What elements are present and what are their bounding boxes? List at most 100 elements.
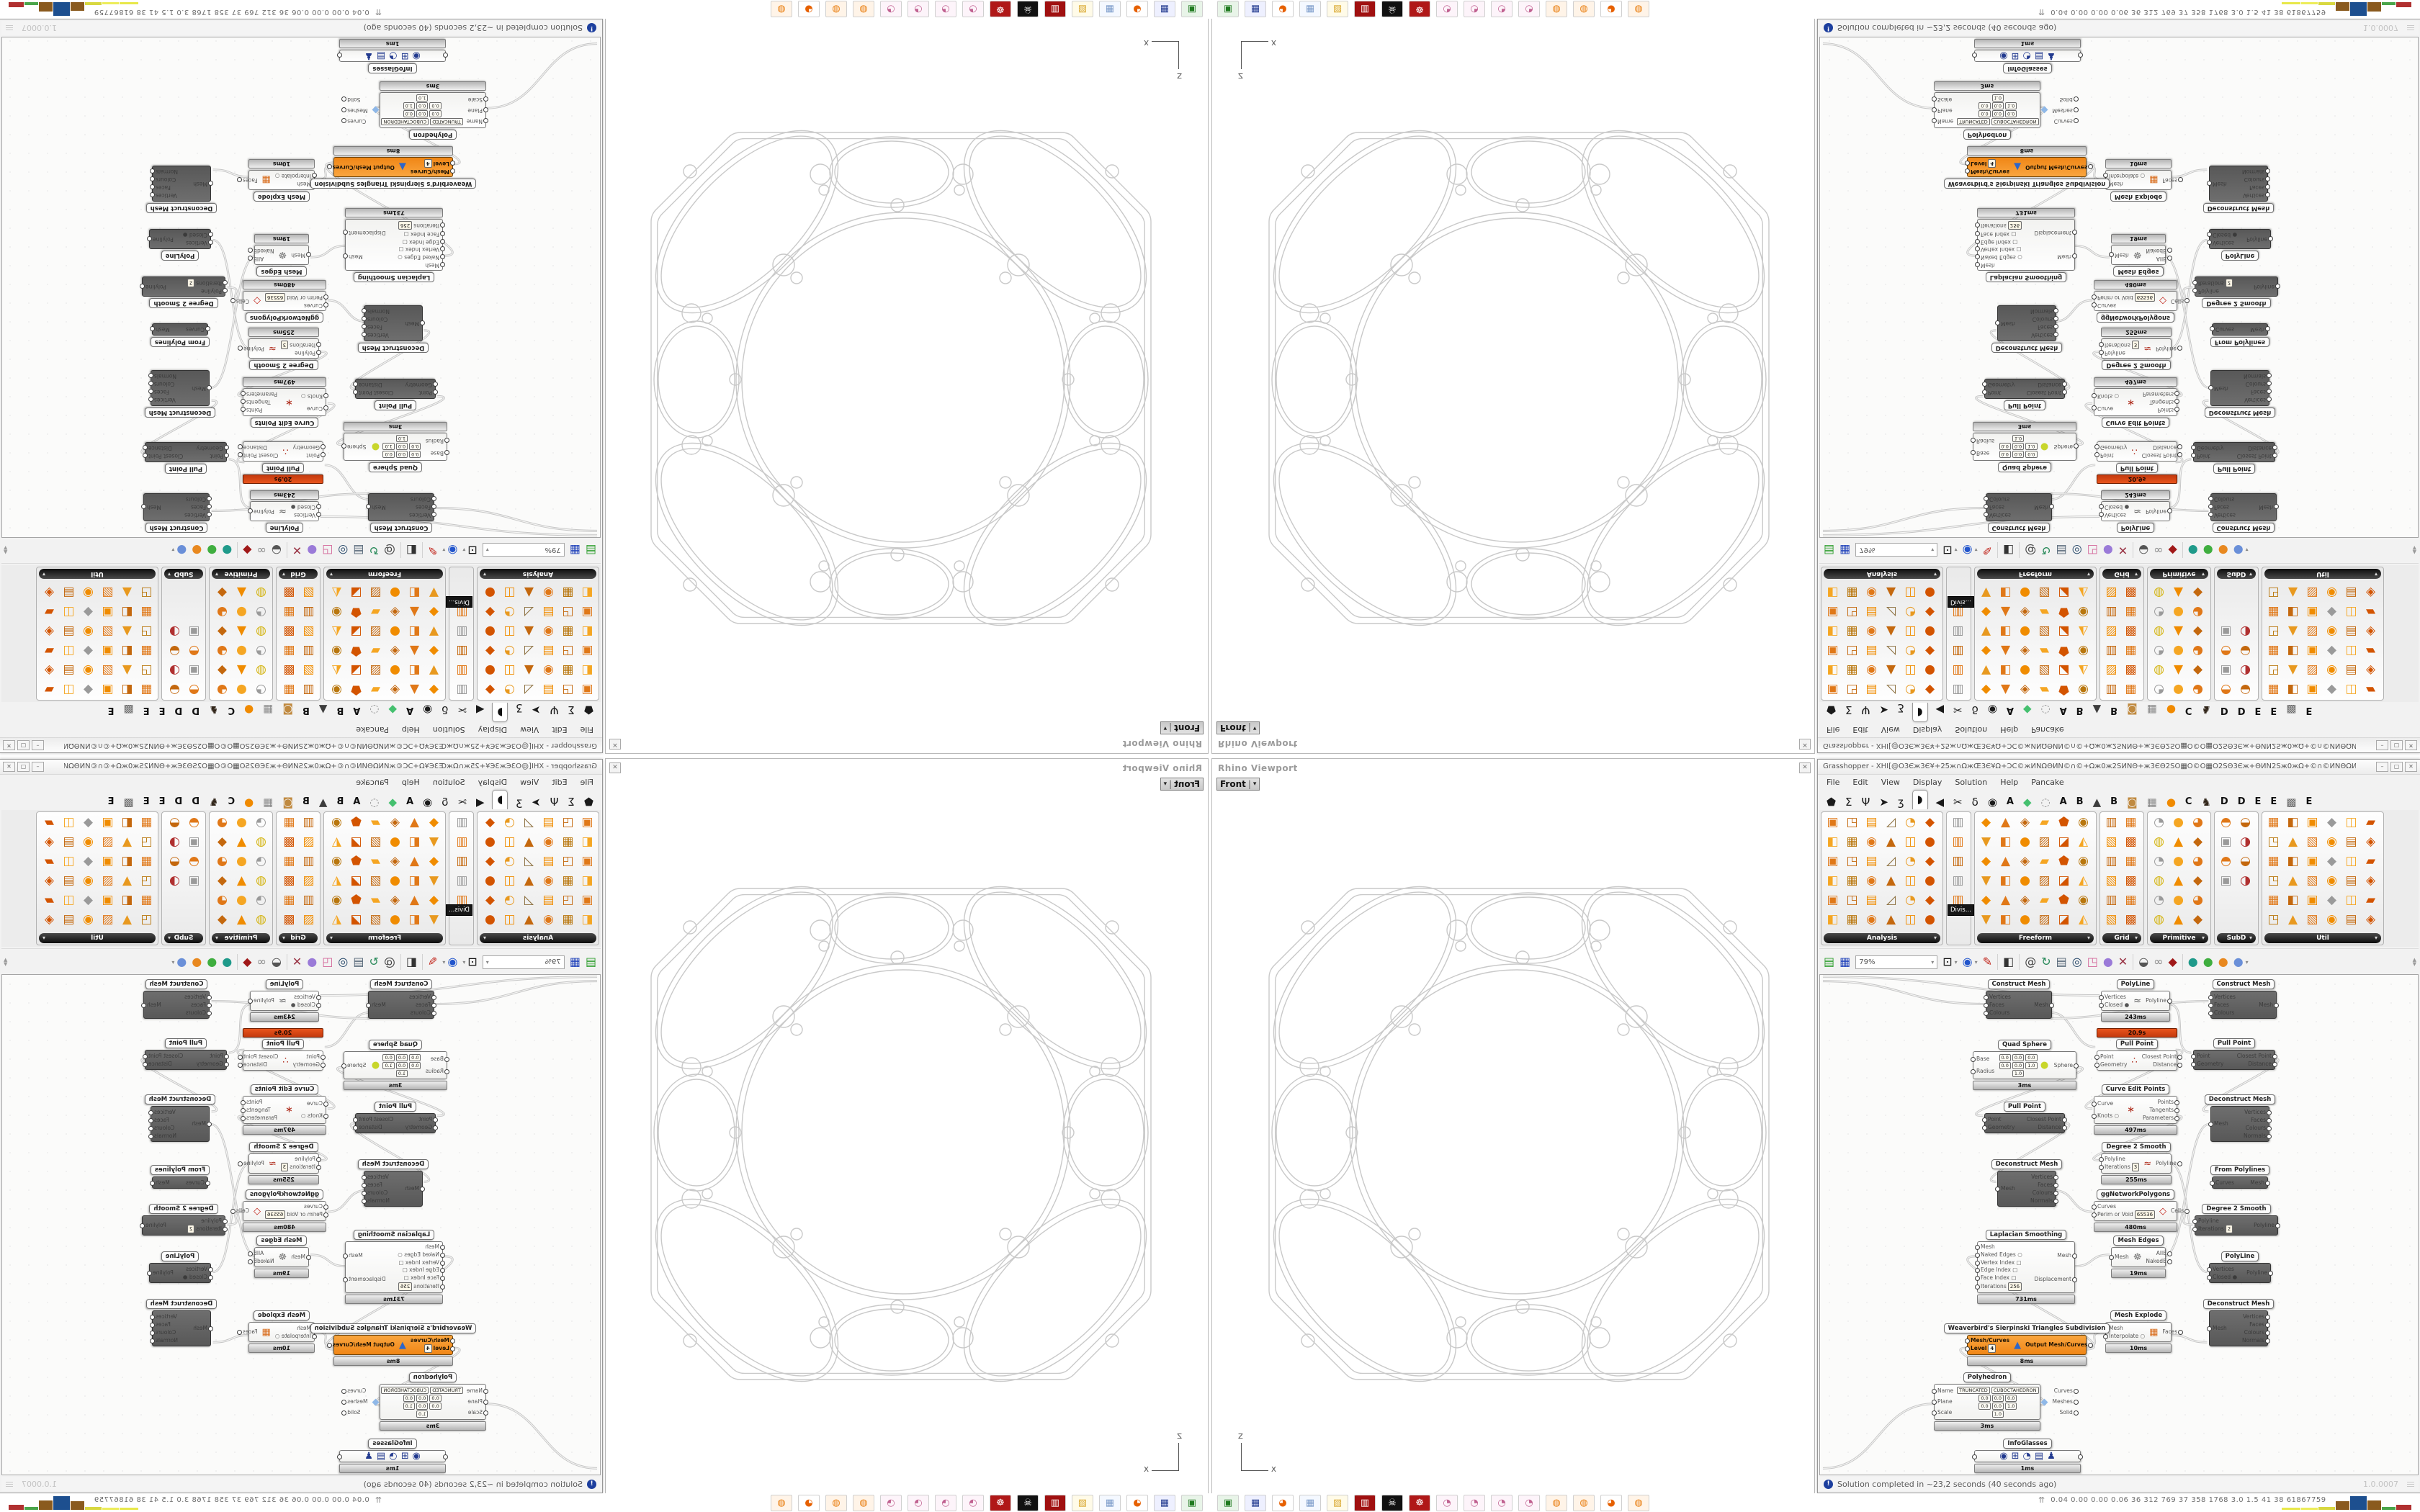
port[interactable]: Vertices	[183, 1266, 207, 1273]
toolbar-button[interactable]: ●	[176, 955, 187, 968]
port[interactable]: Mesh	[2207, 1325, 2227, 1331]
port[interactable]: Faces	[154, 1117, 176, 1124]
component-icon[interactable]: ▲	[409, 683, 420, 697]
component-icon[interactable]: ▤	[63, 912, 75, 927]
value-chip[interactable]: 0.0	[429, 102, 442, 110]
toolbar-button[interactable]: ▤	[2056, 544, 2067, 557]
tab-icon[interactable]: ◉	[423, 703, 433, 716]
component-icon[interactable]: ▲	[1886, 873, 1896, 888]
panel-label[interactable]: Grid ▾	[279, 933, 318, 943]
port[interactable]: Mesh/Curves	[410, 168, 449, 175]
panel-label[interactable]: Freeform ▾	[326, 569, 443, 579]
component-icon[interactable]: ▲	[2000, 815, 2011, 829]
component-icon[interactable]: ◧	[408, 585, 421, 600]
port[interactable]: Sphere	[2053, 444, 2073, 451]
port[interactable]: Vertices	[1989, 512, 2011, 519]
tab-icon[interactable]: ✂	[457, 796, 467, 809]
toolbar-button[interactable]: ◧	[2003, 955, 2015, 968]
node-polyline[interactable]: PolyLine Vertices Closed ● ≈ Polyline 243ms	[250, 979, 319, 1022]
node-body[interactable]: Mesh ☸ AllE NakedE	[254, 1247, 309, 1267]
tab-icon[interactable]: ⬟	[583, 796, 593, 809]
port[interactable]: Mesh	[147, 1001, 161, 1008]
menu-item-edit[interactable]: Edit	[552, 778, 568, 787]
component-icon[interactable]: ▨	[369, 873, 382, 888]
toolbar-button[interactable]: ∞	[2154, 544, 2164, 557]
component-icon[interactable]: ◧	[408, 834, 421, 849]
component-icon[interactable]: ▥	[302, 683, 315, 697]
tab-icon[interactable]: C	[228, 796, 236, 807]
component-icon[interactable]: ◔	[504, 683, 515, 697]
component-icon[interactable]: ◈	[44, 873, 55, 888]
tab-icon[interactable]: ▦	[2146, 796, 2157, 809]
component-icon[interactable]: ◓	[2220, 683, 2231, 697]
component-icon[interactable]: ▩	[2125, 585, 2137, 600]
port[interactable]: NakedE	[254, 248, 274, 255]
node-body[interactable]: Mesh Vertices Faces Colours Normals	[2209, 166, 2268, 202]
component-icon[interactable]: ◉	[83, 624, 94, 639]
component-icon[interactable]: ◉	[331, 854, 342, 868]
app-icon[interactable]: ☠	[1381, 1494, 1403, 1511]
component-icon[interactable]: ◪	[350, 585, 362, 600]
component-icon[interactable]: ◧	[1827, 663, 1839, 678]
component-icon[interactable]: ◆	[2192, 585, 2203, 600]
component-icon[interactable]: ▧	[302, 873, 315, 888]
component-icon[interactable]: ▤	[2345, 873, 2357, 888]
app-icon[interactable]: ◔	[962, 1494, 984, 1511]
node-from-polylines[interactable]: From Polylines Curves Mesh	[2209, 1165, 2270, 1189]
component-icon[interactable]: ▥	[1952, 834, 1964, 849]
port[interactable]: Colours	[1989, 496, 2010, 503]
value-chip[interactable]: 1.0	[382, 443, 395, 451]
app-icon[interactable]: ☠	[1017, 1494, 1039, 1511]
node-infoglasses[interactable]: InfoGlasses ◉ ⊞ ◔ ▤ ♟ 1ms	[339, 1439, 446, 1473]
component-icon[interactable]: ◆	[1924, 854, 1935, 868]
node-construct-mesh[interactable]: Construct Mesh Vertices Faces Colours Mesh	[368, 979, 434, 1019]
port[interactable]: Tangents	[246, 1107, 277, 1114]
component-icon[interactable]: ◕	[2192, 644, 2203, 658]
port[interactable]: Geometry	[1981, 1123, 2015, 1130]
component-icon[interactable]: ▲	[1886, 624, 1896, 639]
port[interactable]: Parameters	[246, 391, 277, 398]
node-body[interactable]: Base Radius 0.0 0.0 0.0 0.0 0.0 1.0 1.0 ● Sphere	[1973, 433, 2076, 461]
component-icon[interactable]: ◉	[543, 834, 554, 849]
window-button[interactable]: –	[2376, 762, 2388, 772]
port[interactable]: Distance	[359, 1124, 393, 1131]
zoom-select[interactable]: 79% ▾	[482, 543, 565, 557]
component-icon[interactable]: ◧	[581, 834, 593, 849]
component-icon[interactable]: ◕	[217, 683, 228, 697]
node-pull-point[interactable]: Pull Point Point Geometry Closest Point Dist…	[2190, 1038, 2278, 1070]
port[interactable]: Scale	[467, 1408, 483, 1416]
port[interactable]: Mesh	[1995, 1185, 2015, 1192]
value-chip[interactable]: 0.0	[416, 1402, 429, 1410]
component-icon[interactable]: ▩	[2125, 663, 2137, 678]
component-icon[interactable]: ◆	[2326, 605, 2337, 619]
tab-icon[interactable]: ▩	[123, 703, 134, 716]
value-chip[interactable]: 256	[2007, 221, 2022, 230]
node-body[interactable]: Mesh Vertices Faces Colours Normals	[1997, 305, 2056, 341]
port[interactable]: Distance	[243, 1061, 278, 1068]
port[interactable]: Point	[2190, 1053, 2223, 1060]
value-chip[interactable]: 0.0	[2005, 1394, 2017, 1402]
component-icon[interactable]: ●	[2173, 815, 2184, 829]
toolbar-button[interactable]: ●	[192, 544, 202, 557]
component-icon[interactable]: ◧	[1999, 663, 2012, 678]
component-icon[interactable]: ◭	[2078, 624, 2089, 639]
component-icon[interactable]: ▩	[283, 624, 295, 639]
component-icon[interactable]: ◔	[256, 893, 266, 907]
port[interactable]: Mesh	[405, 320, 419, 327]
port[interactable]: Closest Point	[2236, 453, 2272, 460]
app-icon[interactable]: ▦	[1099, 1, 1121, 18]
toolbar-button[interactable]: ✎	[427, 544, 438, 557]
component-icon[interactable]: ◧	[408, 624, 421, 639]
port[interactable]: Points	[246, 407, 277, 414]
component-icon[interactable]: ◉	[2078, 644, 2089, 658]
node-body[interactable]: Mesh Vertices Faces Colours Normals	[152, 1310, 211, 1346]
port[interactable]: Mesh/Curves	[1964, 1337, 2010, 1344]
component-icon[interactable]: ◍	[256, 873, 266, 888]
value-chip[interactable]: 1.0	[2005, 1402, 2017, 1410]
view-selector-button[interactable]: Front | ▾	[1160, 778, 1204, 791]
tab-icon[interactable]: C	[2184, 796, 2192, 807]
port[interactable]: Point	[1981, 1116, 2015, 1123]
component-icon[interactable]: ▣	[1827, 854, 1839, 868]
